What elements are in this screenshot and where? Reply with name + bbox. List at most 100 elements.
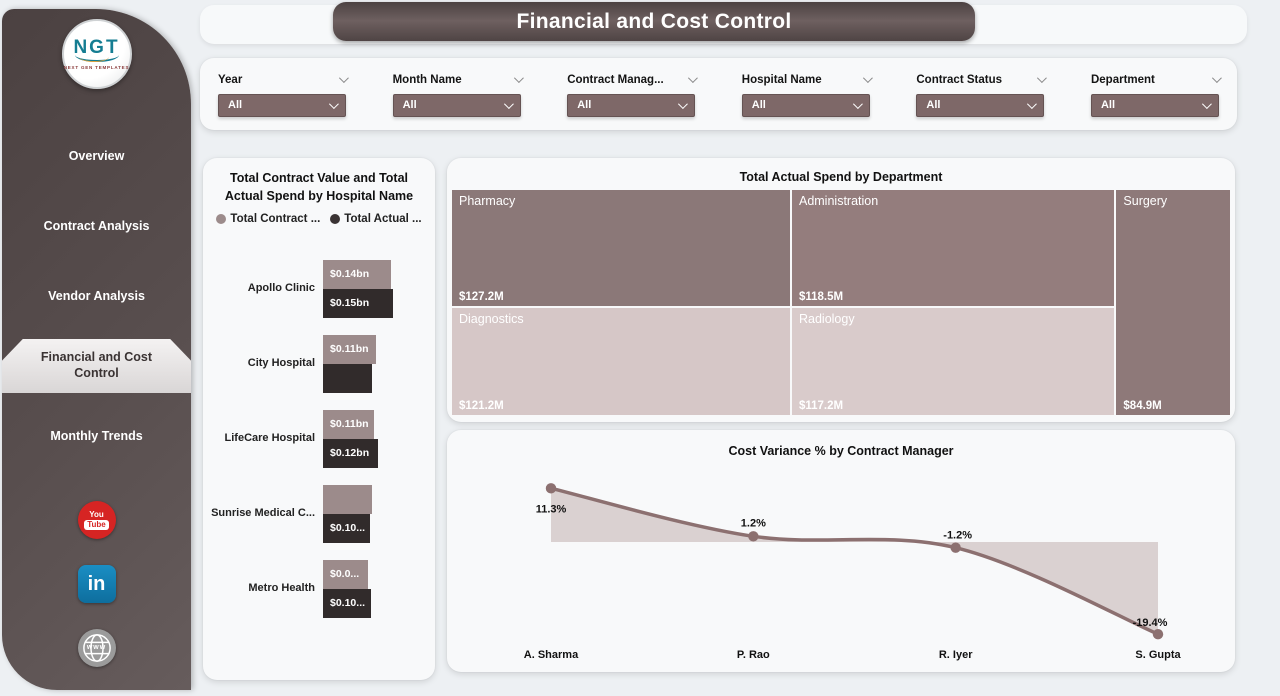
bar-actual-spend[interactable]: $0.15bn [323,288,393,318]
page-title: Financial and Cost Control [333,2,975,41]
bar-value-label: $0.12bn [330,447,370,459]
bar-contract-value[interactable]: $0.0... [323,559,368,589]
filter-dropdown[interactable]: All [916,93,1045,117]
filter-dropdown[interactable]: All [567,93,696,117]
x-axis-label-a-sharma: A. Sharma [524,649,579,661]
line-chart-panel: Cost Variance % by Contract Manager 11.3… [447,430,1235,672]
bar-contract-value[interactable]: $0.14bn [323,259,391,289]
line-chart-title: Cost Variance % by Contract Manager [728,444,954,458]
bar-chart-panel: Total Contract Value and Total Actual Sp… [203,158,435,680]
legend-label-actual: Total Actual ... [344,213,422,225]
sidebar-item-financial-and-cost-control[interactable]: Financial and Cost Control [2,339,191,393]
tile-name: Administration [798,194,879,208]
bar-category-label: Apollo Clinic [247,281,315,294]
filter-label: Contract Manag... [567,73,664,86]
treemap-tile-surgery[interactable]: Surgery $84.9M [1115,189,1231,416]
bar-value-label: $0.11bn [330,418,369,430]
legend-label-contract: Total Contract ... [230,213,321,225]
bar-row-metro-health: Metro Health $0.0... $0.10... [211,551,427,626]
line-area-fill [551,488,1158,635]
linkedin-text: in [87,572,106,595]
chevron-down-icon[interactable] [338,73,349,84]
chevron-down-icon [503,98,514,109]
filter-dropdown[interactable]: All [218,93,346,117]
x-axis-label-s-gupta: S. Gupta [1135,649,1181,661]
data-point-s-gupta[interactable] [1152,628,1164,640]
tile-name: Pharmacy [459,194,516,208]
linkedin-icon[interactable]: in [77,565,116,603]
chevron-down-icon[interactable] [688,73,699,84]
data-point-p-rao[interactable] [748,531,759,542]
filter-dropdown[interactable]: All [392,93,521,117]
chevron-down-icon [852,98,863,109]
bar-category-label: Sunrise Medical C... [211,506,315,519]
sidebar-item-overview[interactable]: Overview [68,149,125,163]
bar-row-sunrise-medical-c: Sunrise Medical C... $0.10... [211,476,427,551]
bar-actual-spend[interactable] [323,363,372,393]
bar-rows: Apollo Clinic $0.14bn $0.15bn City Hospital… [211,251,427,626]
data-point-a-sharma[interactable] [545,483,557,494]
youtube-icon[interactable]: You Tube [77,501,116,539]
chevron-down-icon[interactable] [513,73,524,84]
bar-value-label: $0.10... [330,522,366,534]
tile-value: $118.5M [798,290,844,303]
youtube-text-top: You [89,509,104,519]
tile-value: $127.2M [459,290,504,303]
logo-swoosh-icon [74,55,119,62]
x-axis-label-p-rao: P. Rao [737,649,770,661]
filter-value: All [926,99,941,111]
filter-department: Department All [1090,72,1222,117]
website-globe-icon[interactable]: www [77,629,116,667]
filter-dropdown[interactable]: All [1090,93,1219,117]
youtube-text-bottom: Tube [84,519,109,530]
tile-value: $117.2M [798,399,844,412]
sidebar-item-vendor-analysis[interactable]: Vendor Analysis [48,289,145,303]
tile-name: Surgery [1123,194,1168,208]
legend-item-contract[interactable]: Total Contract ... [216,213,320,225]
treemap-tile-diagnostics[interactable]: Diagnostics $121.2M [451,306,791,416]
chevron-down-icon [328,98,339,109]
data-point-r-iyer[interactable] [950,542,961,553]
treemap-title: Total Actual Spend by Department [739,170,943,184]
filter-value: All [751,99,766,111]
bar-category-label: Metro Health [248,581,315,594]
line-chart-svg: 11.3% A. Sharma 1.2% P. Rao -1.2% R. Iyer -19.… [524,483,1181,661]
tile-name: Radiology [798,311,855,326]
bar-actual-spend[interactable]: $0.12bn [323,438,378,468]
globe-www-text: www [86,644,107,651]
treemap-tile-pharmacy[interactable]: Pharmacy $127.2M [451,189,791,307]
treemap-tiles: Pharmacy $127.2M Administration $118.5M Surg… [451,189,1231,416]
bar-actual-spend[interactable]: $0.10... [323,513,370,543]
chevron-down-icon[interactable] [1037,73,1048,84]
bar-category-label: LifeCare Hospital [224,431,315,444]
chevron-down-icon[interactable] [862,73,873,84]
bar-actual-spend[interactable]: $0.10... [323,588,371,618]
bar-contract-value[interactable]: $0.11bn [323,334,376,364]
chevron-down-icon[interactable] [1211,73,1222,84]
bar-category-label: City Hospital [247,356,315,369]
bar-row-apollo-clinic: Apollo Clinic $0.14bn $0.15bn [211,251,427,326]
data-label-a-sharma: 11.3% [536,503,567,515]
filter-label: Hospital Name [741,73,822,86]
filter-hospital-name: Hospital Name All [741,72,873,117]
treemap-tile-administration[interactable]: Administration $118.5M [790,189,1116,307]
bar-contract-value[interactable]: $0.11bn [323,409,374,439]
chevron-down-icon [1201,98,1212,109]
filter-value: All [1100,99,1116,111]
filter-value: All [402,99,417,111]
filter-contract-status: Contract Status All [916,72,1048,117]
filter-label: Year [218,73,243,86]
filter-label: Department [1090,73,1155,86]
bar-row-lifecare-hospital: LifeCare Hospital $0.11bn $0.12bn [211,401,427,476]
bar-value-label: $0.10... [330,597,366,609]
sidebar-item-contract-analysis[interactable]: Contract Analysis [43,219,150,233]
filter-row: Year All Month Name All Contract Manag... All… [200,58,1237,130]
bar-contract-value[interactable] [323,484,372,514]
sidebar-item-monthly-trends[interactable]: Monthly Trends [50,429,143,443]
bar-value-label: $0.14bn [330,268,370,280]
filter-dropdown[interactable]: All [741,93,870,117]
chevron-down-icon [1027,98,1038,109]
legend-item-actual[interactable]: Total Actual ... [330,213,422,225]
treemap-tile-radiology[interactable]: Radiology $117.2M [790,306,1116,416]
